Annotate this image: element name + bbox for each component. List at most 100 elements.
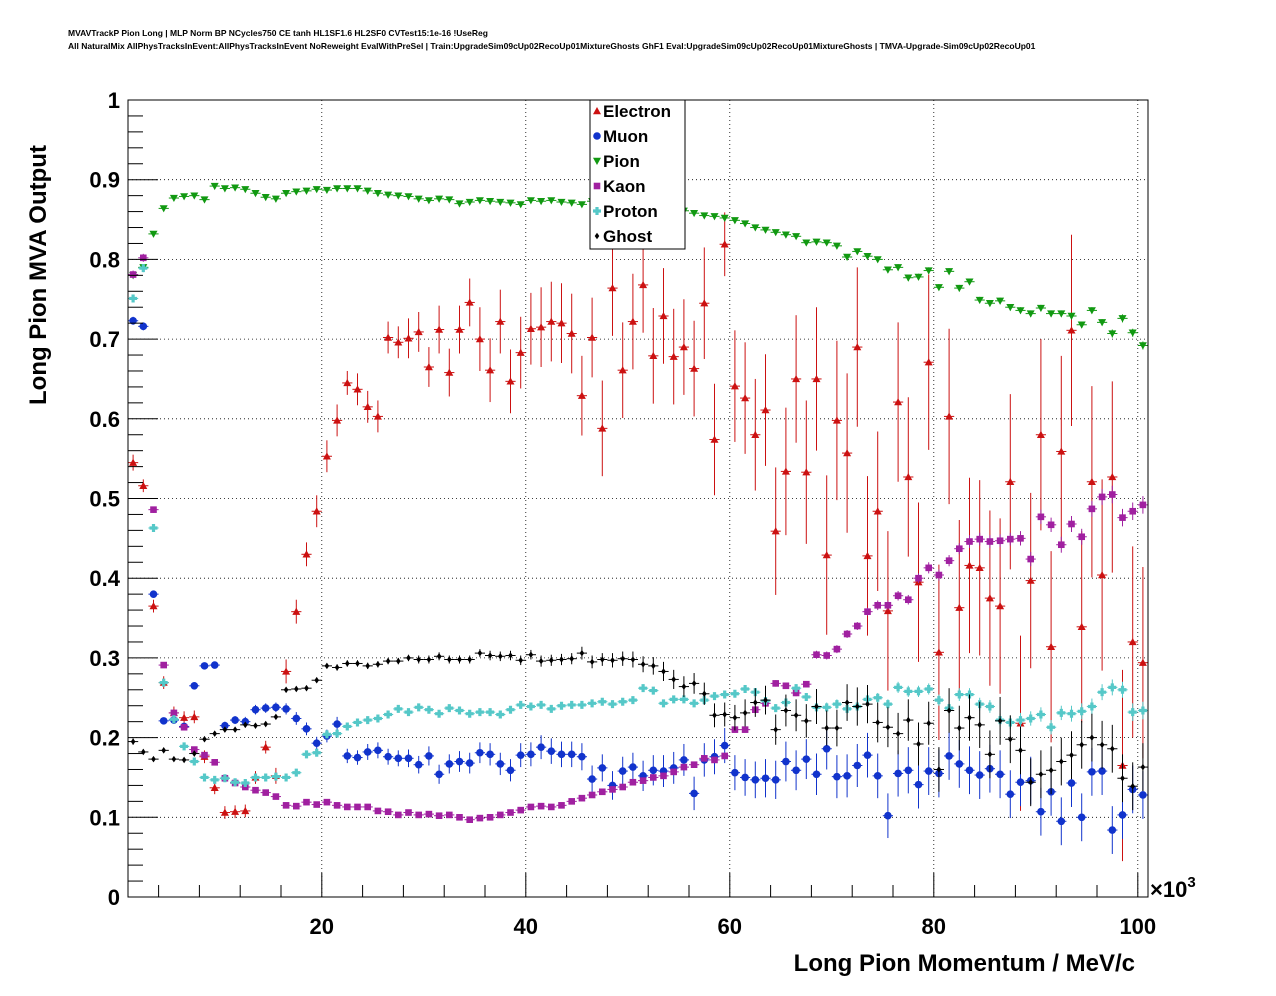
- data-point: [302, 187, 311, 195]
- data-point: [659, 699, 668, 708]
- data-point: [384, 710, 393, 719]
- data-point: [548, 803, 555, 811]
- data-point: [873, 256, 882, 264]
- data-point: [904, 687, 913, 696]
- data-point: [465, 198, 474, 207]
- data-point: [569, 655, 574, 662]
- data-point: [832, 416, 841, 424]
- data-point: [977, 721, 982, 729]
- data-point: [363, 748, 372, 756]
- data-point: [466, 816, 473, 823]
- data-point: [1108, 826, 1117, 834]
- data-point: [210, 661, 219, 669]
- data-point: [914, 273, 923, 281]
- x-tick-label: 80: [922, 914, 946, 939]
- data-point: [384, 191, 393, 199]
- data-point: [293, 802, 300, 810]
- data-point: [1007, 535, 1014, 543]
- data-point: [151, 755, 156, 763]
- data-point: [424, 362, 433, 371]
- data-point: [394, 338, 403, 346]
- data-point: [710, 435, 719, 443]
- data-point: [781, 467, 790, 475]
- data-point: [620, 655, 625, 662]
- data-point: [773, 726, 778, 733]
- data-point: [333, 802, 341, 809]
- data-point: [661, 668, 666, 675]
- y-tick-label: 0.4: [89, 566, 120, 591]
- data-point: [649, 766, 658, 775]
- data-point: [445, 196, 454, 204]
- data-point: [384, 808, 392, 816]
- data-point: [1128, 329, 1137, 337]
- data-point: [874, 601, 881, 609]
- legend-label-electron: Electron: [603, 102, 671, 121]
- data-point: [975, 563, 984, 572]
- data-point: [455, 757, 464, 766]
- data-point: [1139, 501, 1147, 509]
- data-point: [732, 714, 738, 721]
- data-point: [404, 334, 413, 342]
- x-tick-label: 20: [310, 914, 334, 939]
- data-point: [1077, 813, 1086, 822]
- data-point: [363, 402, 372, 411]
- data-point: [373, 714, 382, 723]
- data-point: [914, 780, 923, 789]
- data-point: [894, 264, 903, 272]
- legend-label-ghost: Ghost: [603, 227, 652, 246]
- data-point: [792, 374, 801, 383]
- y-tick-label: 0.9: [89, 168, 120, 193]
- data-point: [477, 649, 483, 657]
- data-point: [1098, 319, 1107, 327]
- data-point: [282, 705, 290, 713]
- data-point: [181, 756, 187, 764]
- data-point: [926, 719, 931, 727]
- data-point: [149, 523, 158, 532]
- data-point: [629, 778, 637, 786]
- data-point: [1128, 708, 1137, 717]
- data-point: [343, 722, 352, 731]
- data-point: [487, 652, 493, 659]
- data-point: [322, 452, 331, 460]
- data-point: [1077, 622, 1086, 631]
- data-point: [660, 772, 667, 780]
- data-point: [190, 192, 199, 200]
- data-point: [1138, 342, 1147, 350]
- data-point: [324, 662, 330, 670]
- data-point: [720, 240, 729, 248]
- data-point: [600, 656, 605, 663]
- data-point: [1018, 747, 1023, 754]
- data-point: [1028, 778, 1033, 786]
- data-point: [966, 538, 973, 545]
- data-point: [396, 657, 401, 665]
- data-point: [559, 656, 564, 663]
- legend: Electron Muon Pion Kaon Proton Ghost: [589, 99, 686, 250]
- data-point: [679, 695, 688, 704]
- y-axis-title: Long Pion MVA Output: [25, 145, 52, 405]
- data-point: [609, 786, 616, 793]
- data-point: [720, 214, 729, 222]
- data-point: [364, 803, 371, 811]
- data-point: [272, 793, 280, 800]
- data-point: [475, 197, 484, 205]
- data-point: [957, 724, 962, 732]
- data-point: [975, 296, 984, 305]
- data-point: [486, 366, 495, 374]
- data-point: [149, 602, 158, 610]
- data-point: [855, 703, 860, 710]
- data-point: [1120, 774, 1125, 782]
- data-point: [1068, 520, 1075, 528]
- data-point: [894, 683, 903, 692]
- data-point: [139, 481, 148, 489]
- data-point: [691, 680, 697, 687]
- data-point: [924, 684, 933, 693]
- data-point: [486, 814, 494, 821]
- data-point: [1077, 321, 1086, 329]
- data-point: [313, 801, 320, 808]
- data-point: [598, 424, 607, 432]
- data-point: [231, 716, 239, 724]
- data-point: [1089, 734, 1095, 741]
- y-tick-label: 0.3: [89, 646, 120, 671]
- data-point: [690, 761, 698, 768]
- data-point: [1026, 576, 1035, 584]
